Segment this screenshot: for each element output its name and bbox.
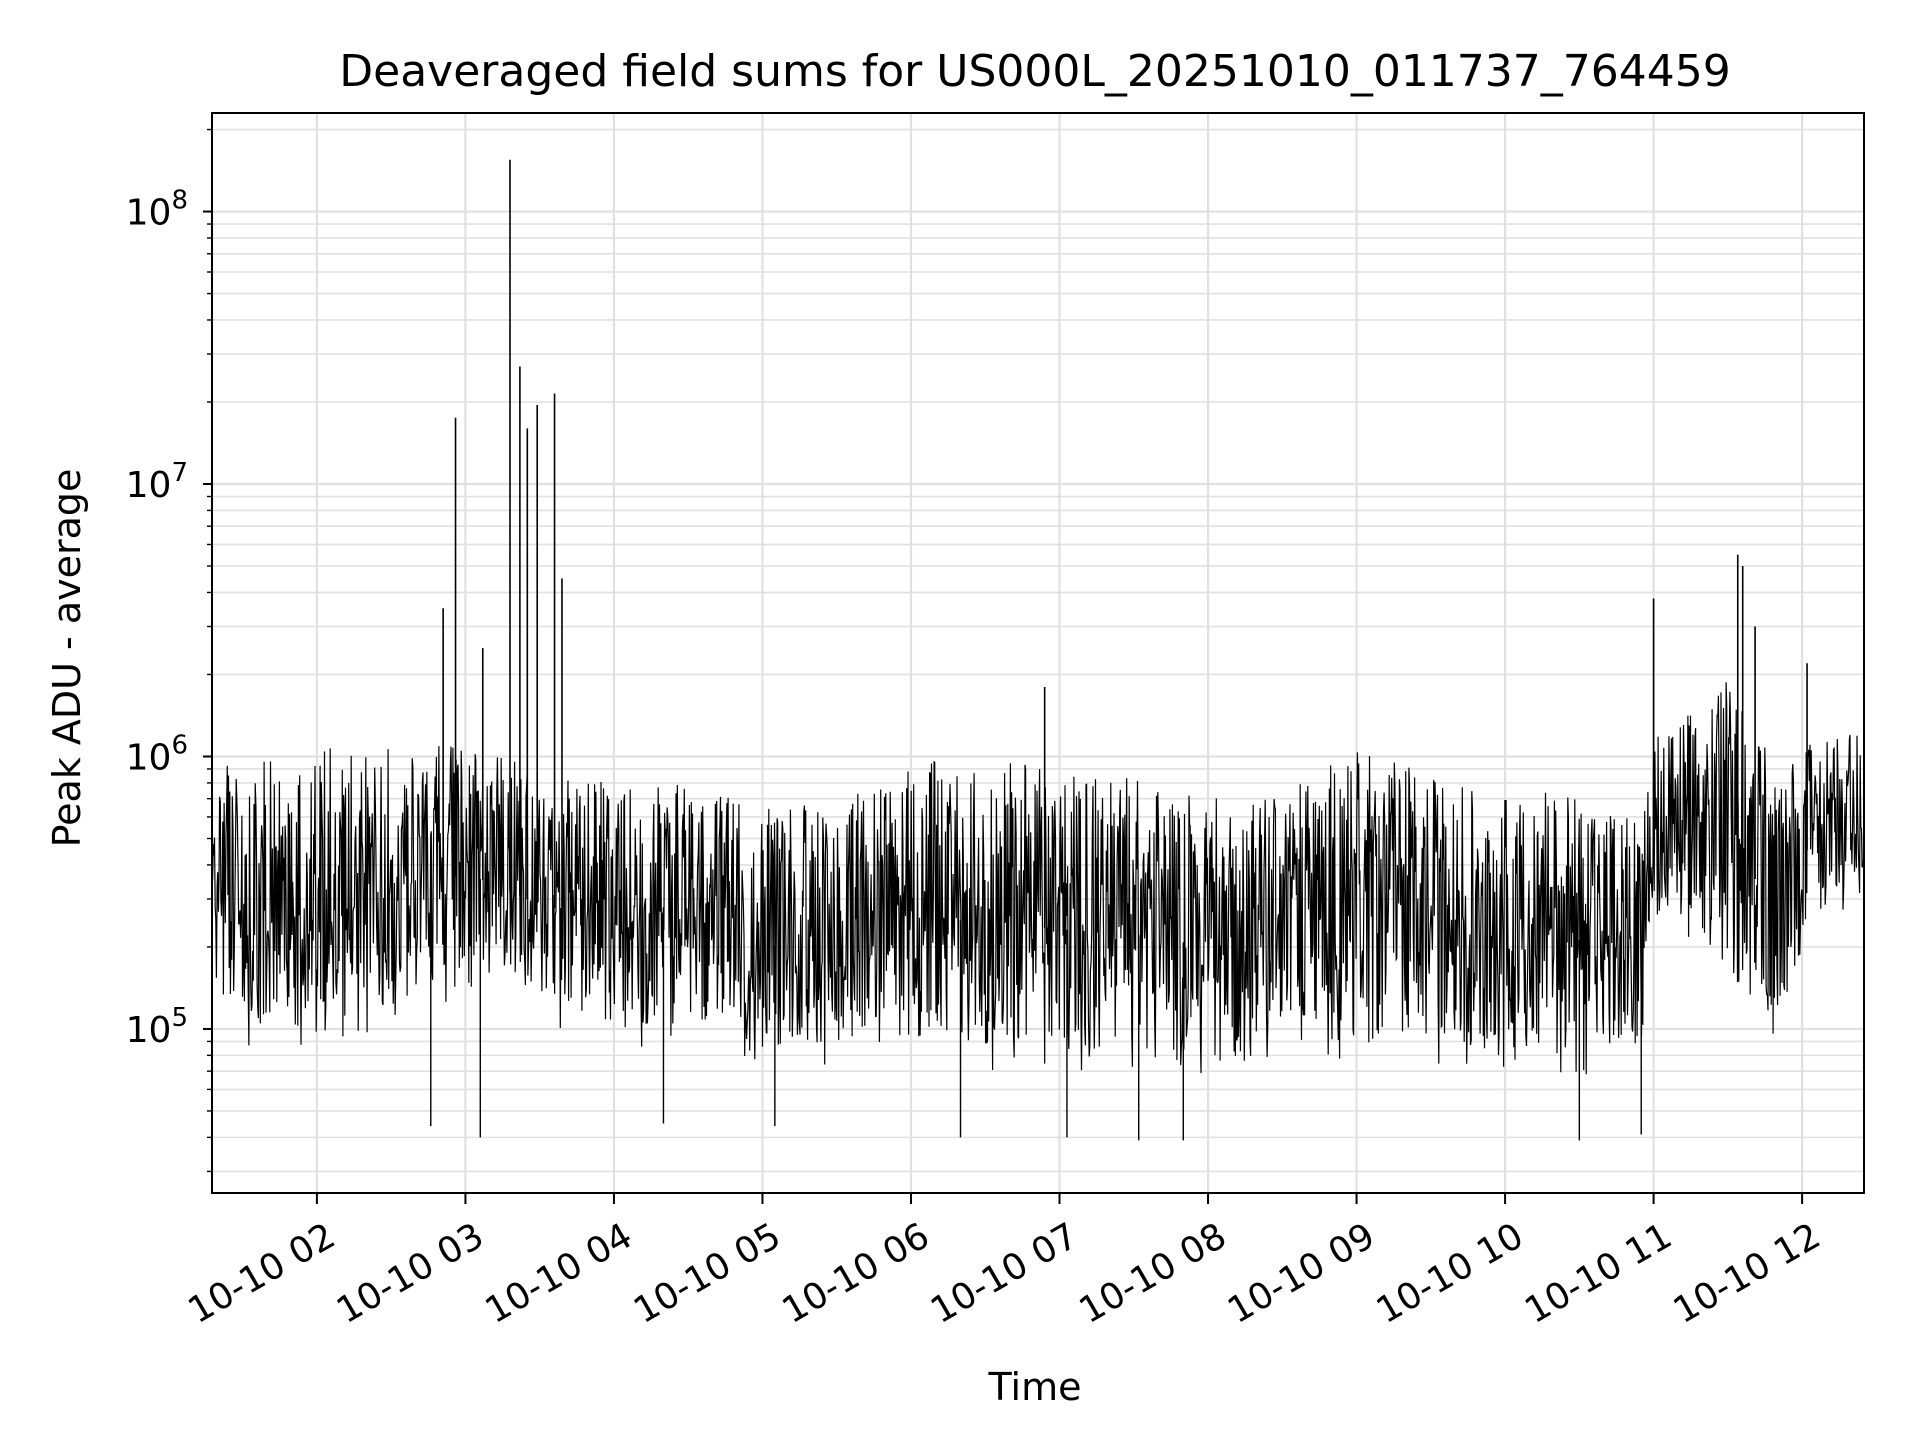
chart-title: Deaveraged field sums for US000L_2025101… — [339, 46, 1731, 97]
y-tick-label: 108 — [126, 186, 188, 234]
series — [211, 159, 1865, 1141]
y-tick-label: 107 — [126, 458, 188, 506]
y-axis-label: Peak ADU - average — [45, 469, 89, 848]
x-axis-label: Time — [988, 1365, 1082, 1409]
y-tick-label: 105 — [126, 1003, 188, 1051]
data-series-line — [211, 682, 1865, 1075]
plot-frame — [211, 112, 1865, 1194]
y-tick-label: 106 — [126, 730, 188, 778]
